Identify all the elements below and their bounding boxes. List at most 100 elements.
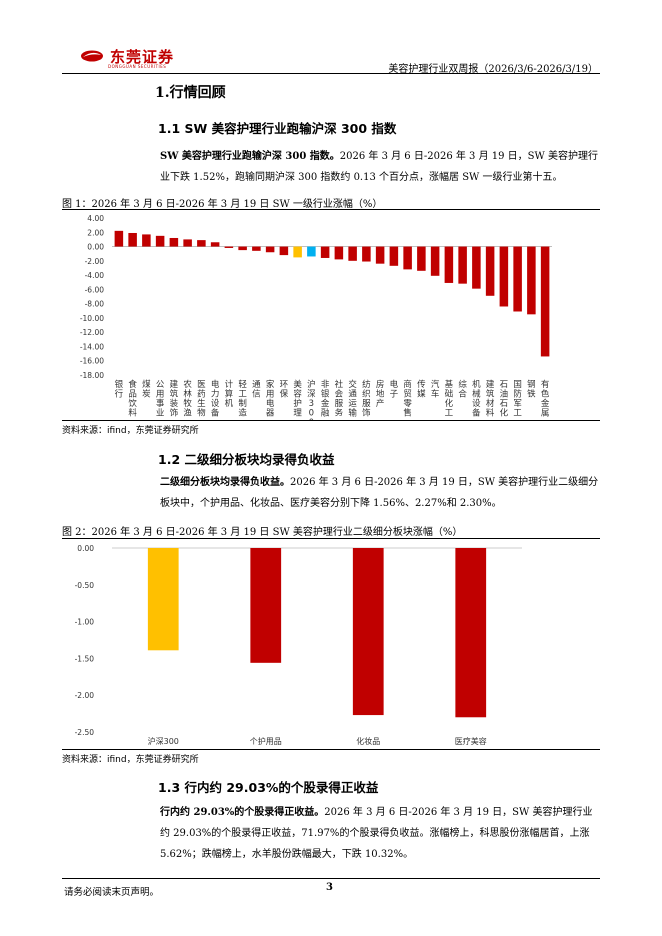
x-tick-label: 电子 (390, 379, 399, 400)
figure-1-title: 图 1：2026 年 3 月 6 日-2026 年 3 月 19 日 SW 一级… (62, 199, 383, 210)
bar-机械设备 (472, 246, 481, 289)
y-tick-label: -14.00 (80, 342, 104, 351)
bar-通信 (252, 246, 261, 251)
x-tick-label: 综合 (458, 379, 467, 400)
bar-公用事业 (155, 235, 165, 247)
x-tick-label: 煤炭 (142, 379, 151, 400)
x-tick-label: 计算机 (225, 379, 234, 409)
y-tick-label: -2.00 (85, 257, 105, 266)
bar-综合 (458, 246, 467, 284)
y-tick-label: -4.00 (85, 271, 105, 280)
y-tick-label: -8.00 (85, 300, 105, 309)
figure-2-source: 资料来源：ifind，东莞证券研究所 (62, 755, 199, 765)
x-tick-label: 沪深300 (148, 736, 179, 746)
y-tick-label: 2.00 (87, 228, 104, 237)
figure-2-bottom-rule (62, 749, 600, 750)
y-tick-label: -0.50 (75, 581, 95, 590)
bar-煤炭 (142, 234, 151, 247)
x-tick-label: 化妆品 (356, 736, 380, 746)
x-tick-label: 机械设备 (472, 379, 481, 419)
x-tick-label: 沪深300 (307, 379, 316, 420)
company-logo-subtitle: DONGGUAN SECURITIES (108, 64, 167, 69)
x-tick-label: 家用电器 (266, 379, 275, 419)
paragraph-1-2: 二级细分板块均录得负收益。2026 年 3 月 6 日-2026 年 3 月 1… (160, 472, 600, 514)
x-tick-label: 有色金属 (541, 379, 550, 419)
y-tick-label: -18.00 (80, 371, 104, 380)
bar-有色金属 (540, 246, 550, 357)
x-tick-label: 轻工制造 (238, 379, 247, 419)
bar-电力设备 (210, 242, 220, 247)
x-tick-label: 基础化工 (445, 379, 454, 419)
x-tick-label: 商贸零售 (403, 379, 412, 419)
header-divider (62, 73, 600, 74)
company-logo-icon (81, 50, 103, 62)
subsection-heading-1-2: 1.2 二级细分板块均录得负收益 (158, 452, 335, 467)
x-tick-label: 社会服务 (335, 379, 344, 419)
bar-非银金融 (320, 246, 330, 258)
bar-汽车 (430, 246, 440, 276)
y-tick-label: -2.50 (75, 728, 95, 737)
paragraph-body: 2026 年 3 月 6 日-2026 年 3 月 19 日，SW 美容护理行业… (160, 151, 598, 183)
x-tick-label: 石油石化 (500, 380, 509, 419)
y-tick-label: 0.00 (77, 544, 94, 553)
y-tick-label: 0.00 (87, 243, 104, 252)
y-tick-label: 4.00 (87, 214, 104, 223)
subsector-return-chart: 0.00 -0.50 -1.00 -1.50 -2.00 -2.50 沪深300 个护用品 化妆… (75, 544, 522, 746)
bar-国防军工 (513, 246, 522, 312)
bar-房地产 (375, 246, 385, 264)
y-tick-label: -6.00 (85, 285, 105, 294)
x-tick-label: 纺织服饰 (362, 379, 371, 419)
x-tick-label: 汽车 (431, 379, 440, 400)
bar-计算机 (224, 246, 234, 248)
x-tick-label: 国防军工 (513, 380, 522, 419)
footer-divider (62, 878, 600, 879)
bar-纺织服饰 (362, 246, 371, 262)
bar-美容护理 (293, 246, 302, 258)
bar-商贸零售 (403, 246, 412, 270)
bar-社会服务 (334, 246, 344, 260)
x-tick-label: 交通运输 (348, 379, 357, 419)
bar-银行 (114, 230, 124, 247)
subsection-heading-1-1: 1.1 SW 美容护理行业跑输沪深 300 指数 (158, 121, 397, 136)
section-heading: 1.行情回顾 (155, 85, 226, 101)
x-tick-label: 美容护理 (293, 379, 302, 419)
x-tick-label: 钢铁 (527, 379, 536, 400)
bar-家用电器 (265, 246, 275, 253)
bar-沪深300 (307, 246, 316, 257)
x-tick-label: 建筑装饰 (170, 379, 179, 419)
figure-2-top-rule (62, 538, 600, 539)
figure-2-title: 图 2：2026 年 3 月 6 日-2026 年 3 月 19 日 SW 美容… (62, 527, 463, 538)
bar-传媒 (417, 246, 426, 271)
bar-石油石化 (499, 246, 509, 307)
paragraph-lead: SW 美容护理行业跑输沪深 300 指数。 (160, 151, 340, 162)
x-tick-label: 食品饮料 (128, 379, 137, 419)
x-tick-label: 医疗美容 (455, 736, 487, 746)
x-tick-label: 电力设备 (211, 379, 220, 419)
x-tick-label: 环保 (280, 380, 289, 400)
bar-化妆品 (352, 548, 384, 716)
bar-沪深300 (147, 548, 179, 651)
bar-医疗美容 (455, 548, 487, 718)
industry-return-chart: 4.00 2.00 0.00 -2.00 -4.00 -6.00 -8.00 -10.00 -1… (80, 214, 552, 420)
y-tick-label: -12.00 (80, 328, 104, 337)
paragraph-1-3: 行内约 29.03%的个股录得正收益。2026 年 3 月 6 日-2026 年… (160, 802, 600, 865)
footer-disclaimer: 请务必阅读末页声明。 (64, 887, 160, 898)
subsection-heading-1-3: 1.3 行内约 29.03%的个股录得正收益 (158, 780, 379, 795)
bar-交通运输 (348, 246, 357, 261)
paragraph-body: 2026 年 3 月 6 日-2026 年 3 月 19 日，SW 美容护理行业… (160, 807, 593, 860)
bar-建筑材料 (485, 246, 495, 296)
bar-电子 (389, 246, 399, 266)
x-tick-label: 个护用品 (250, 736, 282, 746)
paragraph-body: 2026 年 3 月 6 日-2026 年 3 月 19 日，SW 美容护理行业… (160, 477, 599, 509)
bar-个护用品 (250, 548, 282, 663)
bar-建筑装饰 (169, 237, 179, 247)
paragraph-1-1: SW 美容护理行业跑输沪深 300 指数。2026 年 3 月 6 日-2026… (160, 146, 600, 188)
x-tick-label: 医药生物 (197, 380, 206, 419)
company-logo-text: 东莞证券 (110, 48, 175, 66)
y-tick-label: -1.00 (75, 618, 95, 627)
x-tick-label: 房地产 (376, 379, 385, 409)
y-tick-label: -1.50 (75, 654, 95, 663)
bar-环保 (279, 246, 289, 256)
figure-1-bottom-rule (62, 420, 600, 421)
bar-钢铁 (527, 246, 536, 315)
